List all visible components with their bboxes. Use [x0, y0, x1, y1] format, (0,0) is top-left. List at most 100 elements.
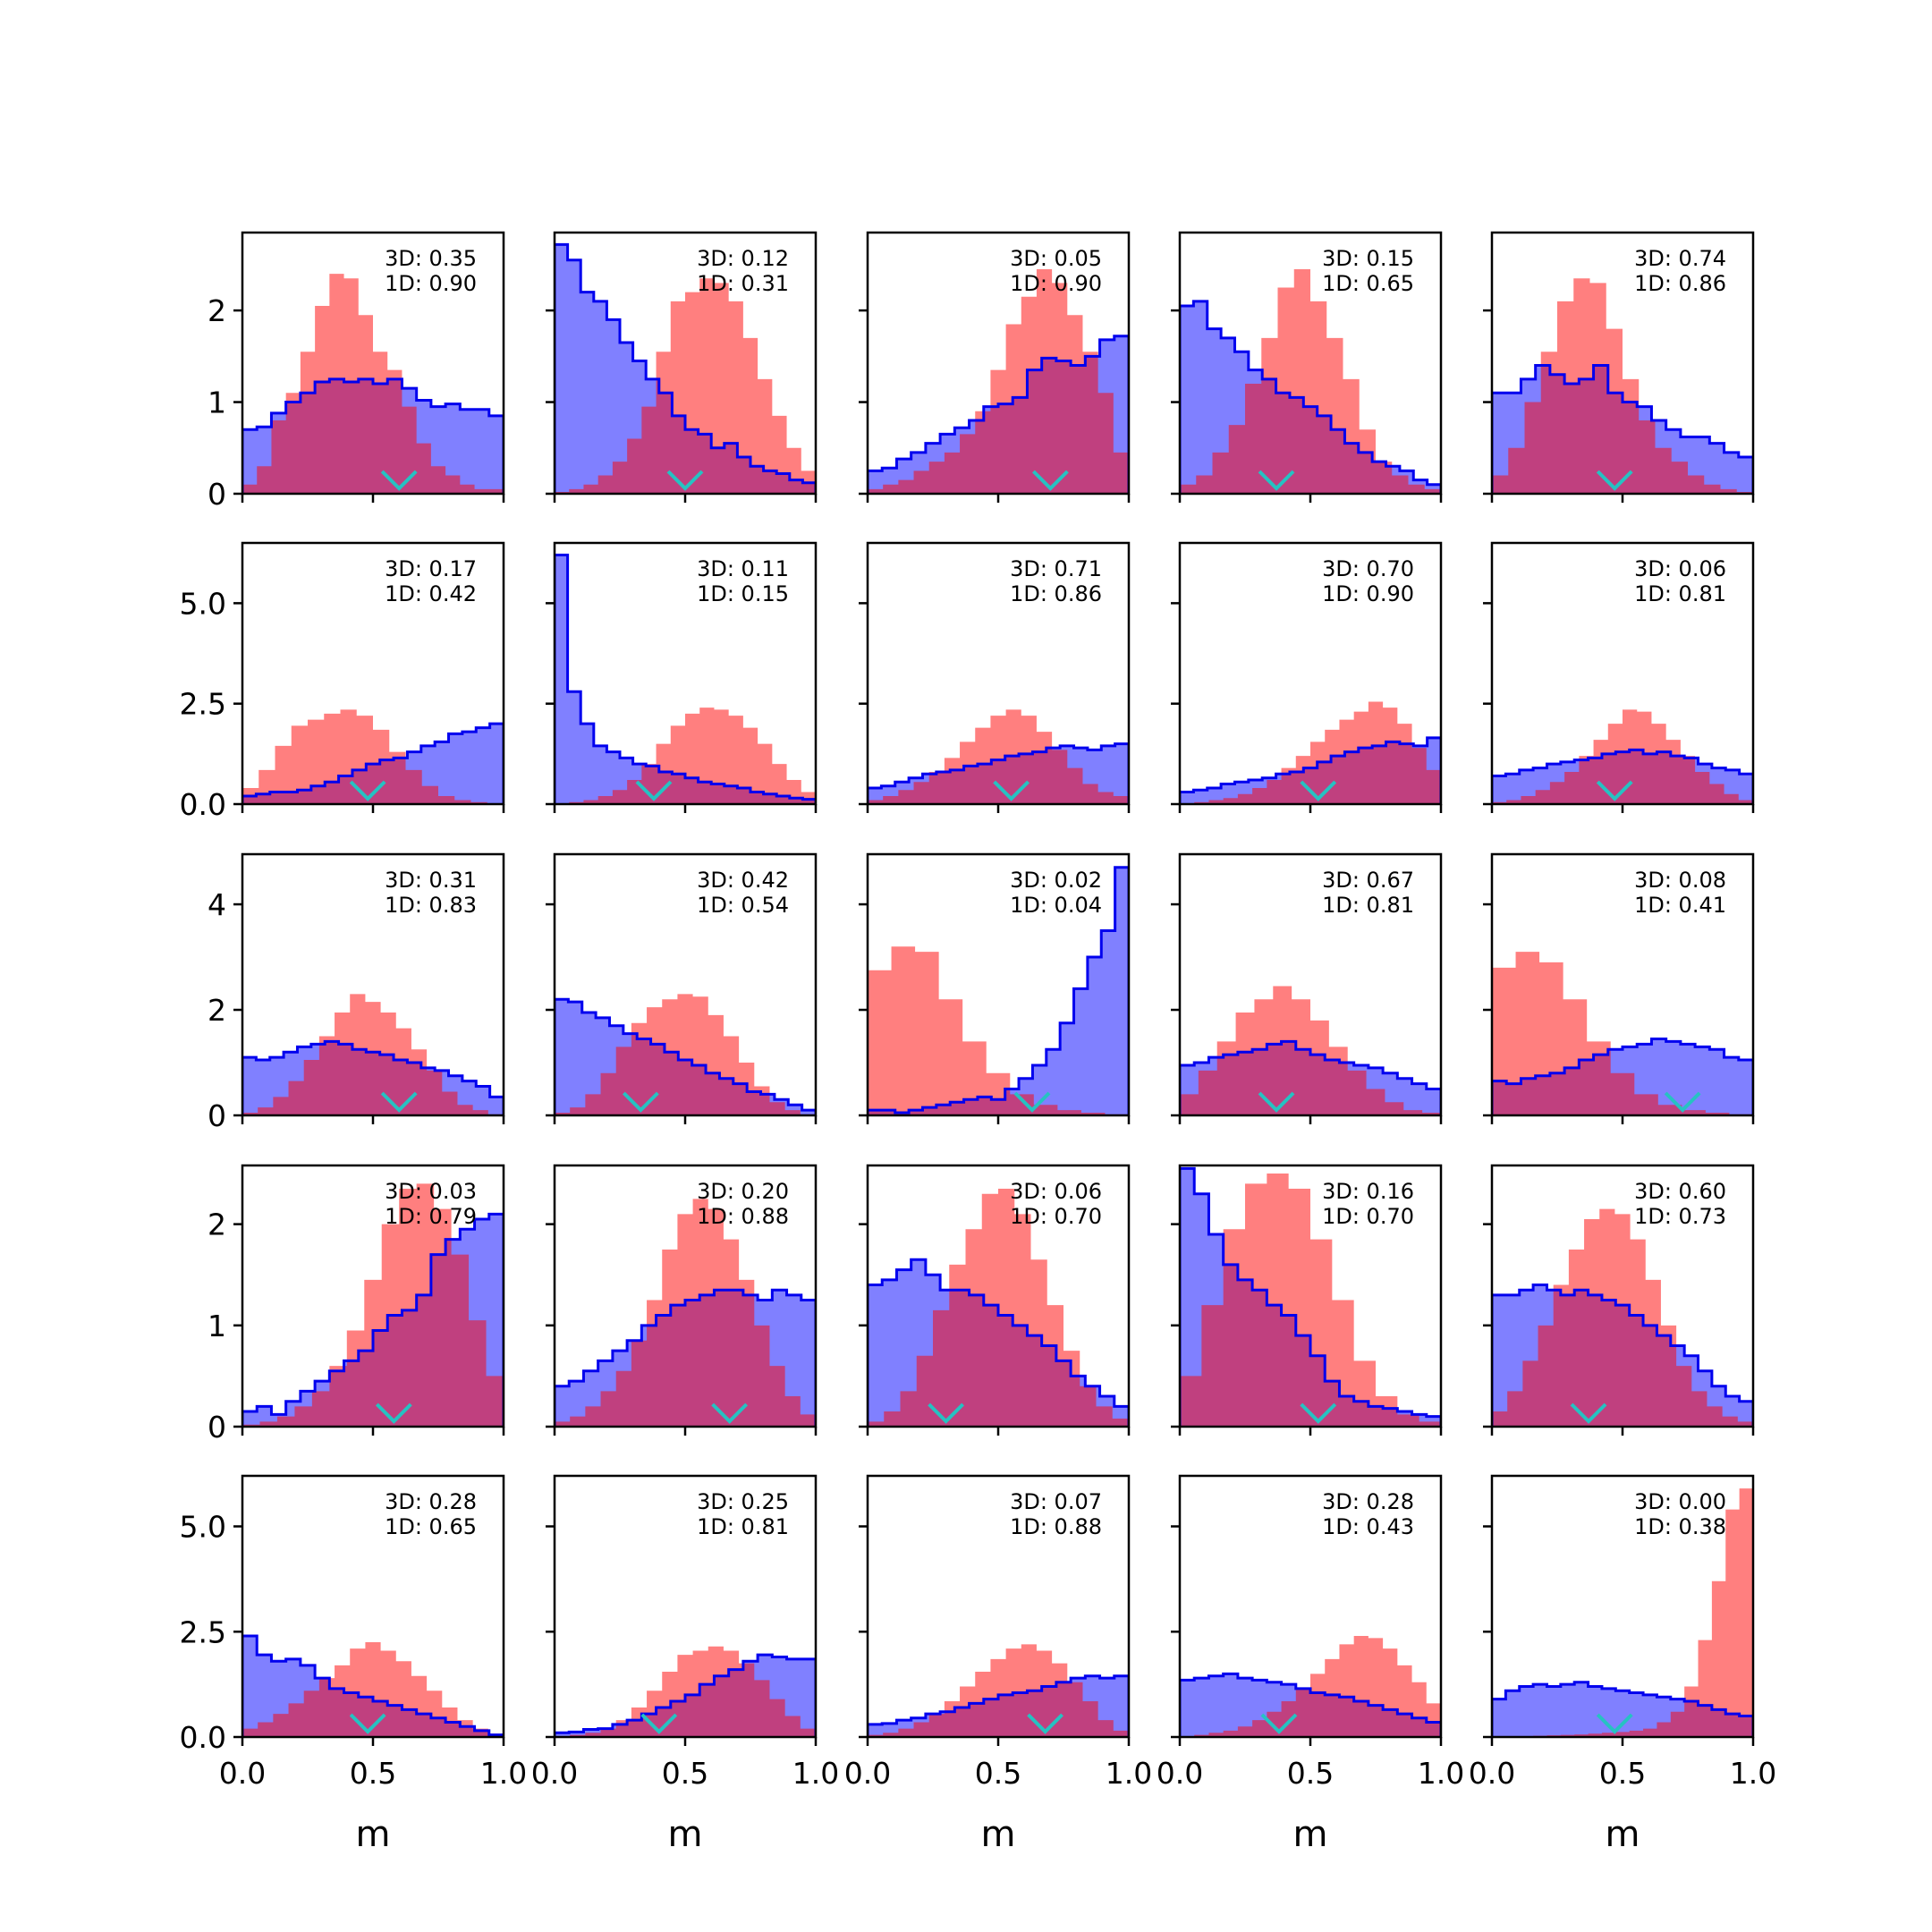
x-tick-label: 1.0	[1106, 1756, 1152, 1791]
estimate-marker	[1258, 470, 1295, 491]
annotation-1d: 1D: 0.65	[385, 1514, 477, 1539]
annotation-3d: 3D: 0.70	[1322, 556, 1414, 581]
red-histogram-fill	[242, 994, 504, 1115]
red-histogram-fill	[555, 1199, 816, 1427]
x-tick-label: 0.0	[531, 1756, 578, 1791]
y-tick-label: 0.0	[180, 1720, 226, 1755]
annotation-3d: 3D: 0.17	[385, 556, 477, 581]
annotation-3d: 3D: 0.12	[697, 246, 789, 271]
plot-area	[242, 709, 504, 804]
annotation-3d: 3D: 0.20	[697, 1179, 789, 1204]
annotation-1d: 1D: 0.79	[385, 1204, 477, 1229]
blue-histogram-outline	[1180, 1039, 1441, 1115]
annotation-3d: 3D: 0.35	[385, 246, 477, 271]
plot-area	[555, 994, 816, 1115]
plot-area	[555, 242, 816, 494]
plot-area	[1180, 1635, 1441, 1737]
x-axis-label: m	[356, 1814, 391, 1855]
red-histogram-fill	[1492, 1208, 1753, 1427]
y-tick-label: 5.0	[180, 586, 226, 621]
y-tick-label: 1	[208, 1309, 226, 1343]
estimate-marker	[622, 1091, 659, 1113]
blue-histogram-outline	[1492, 1284, 1753, 1427]
x-tick-label: 0.0	[1469, 1756, 1515, 1791]
annotation-3d: 3D: 0.05	[1010, 246, 1102, 271]
plot-area	[868, 709, 1129, 804]
annotation-1d: 1D: 0.81	[697, 1514, 789, 1539]
plot-area	[1180, 701, 1441, 804]
annotation-3d: 3D: 0.67	[1322, 868, 1414, 893]
red-histogram-fill	[868, 709, 1129, 804]
annotation-3d: 3D: 0.06	[1010, 1179, 1102, 1204]
annotation-3d: 3D: 0.42	[697, 868, 789, 893]
red-histogram-fill	[555, 994, 816, 1115]
plot-area	[1180, 268, 1441, 494]
estimate-marker	[1258, 1091, 1295, 1113]
plot-area	[242, 1634, 504, 1737]
blue-histogram-outline	[1180, 300, 1441, 494]
estimate-marker	[1013, 1091, 1051, 1113]
blue-histogram-outline	[1180, 736, 1441, 804]
y-tick-label: 1	[208, 386, 226, 420]
red-histogram-fill	[555, 708, 816, 804]
annotation-3d: 3D: 0.02	[1010, 868, 1102, 893]
estimate-marker	[1027, 1713, 1063, 1734]
y-tick-label: 2	[208, 293, 226, 328]
x-axis-label: m	[668, 1814, 703, 1855]
annotation-3d: 3D: 0.11	[697, 556, 789, 581]
y-tick-label: 2.5	[180, 1614, 226, 1649]
plot-area	[868, 866, 1129, 1115]
annotation-1d: 1D: 0.88	[697, 1204, 789, 1229]
x-axis-label: m	[1293, 1814, 1328, 1855]
annotation-3d: 3D: 0.16	[1322, 1179, 1414, 1204]
annotation-1d: 1D: 0.81	[1634, 581, 1726, 606]
estimate-marker	[1031, 470, 1069, 491]
red-histogram-fill	[1180, 1635, 1441, 1737]
red-histogram-fill	[1180, 268, 1441, 494]
x-tick-label: 0.0	[1157, 1756, 1203, 1791]
red-histogram-fill	[1492, 709, 1753, 804]
x-tick-label: 0.0	[844, 1756, 891, 1791]
plot-area	[868, 268, 1129, 494]
estimate-marker	[349, 1713, 386, 1734]
blue-histogram-outline	[242, 1634, 504, 1737]
estimate-marker	[1596, 470, 1633, 491]
estimate-marker	[380, 1091, 418, 1113]
blue-histogram-outline	[1492, 1681, 1753, 1737]
blue-histogram-outline	[868, 742, 1129, 804]
annotation-3d: 3D: 0.74	[1634, 246, 1726, 271]
blue-histogram-outline	[1492, 1037, 1753, 1115]
annotation-3d: 3D: 0.60	[1634, 1179, 1726, 1204]
estimate-marker	[1260, 1713, 1298, 1734]
annotation-3d: 3D: 0.28	[385, 1489, 477, 1514]
plot-area	[1492, 709, 1753, 804]
annotation-3d: 3D: 0.31	[385, 868, 477, 893]
y-tick-label: 5.0	[180, 1510, 226, 1545]
x-tick-label: 0.5	[662, 1756, 708, 1791]
estimate-marker	[375, 1402, 412, 1424]
annotation-1d: 1D: 0.81	[1322, 893, 1414, 918]
blue-histogram-fill	[555, 244, 816, 494]
annotation-1d: 1D: 0.04	[1010, 893, 1102, 918]
x-tick-label: 0.5	[1287, 1756, 1334, 1791]
annotation-3d: 3D: 0.03	[385, 1179, 477, 1204]
blue-histogram-outline	[555, 1653, 816, 1737]
annotation-3d: 3D: 0.71	[1010, 556, 1102, 581]
x-tick-label: 1.0	[480, 1756, 527, 1791]
red-histogram-fill	[1180, 1174, 1441, 1427]
annotation-1d: 1D: 0.90	[385, 271, 477, 296]
red-histogram-fill	[1492, 1488, 1753, 1737]
